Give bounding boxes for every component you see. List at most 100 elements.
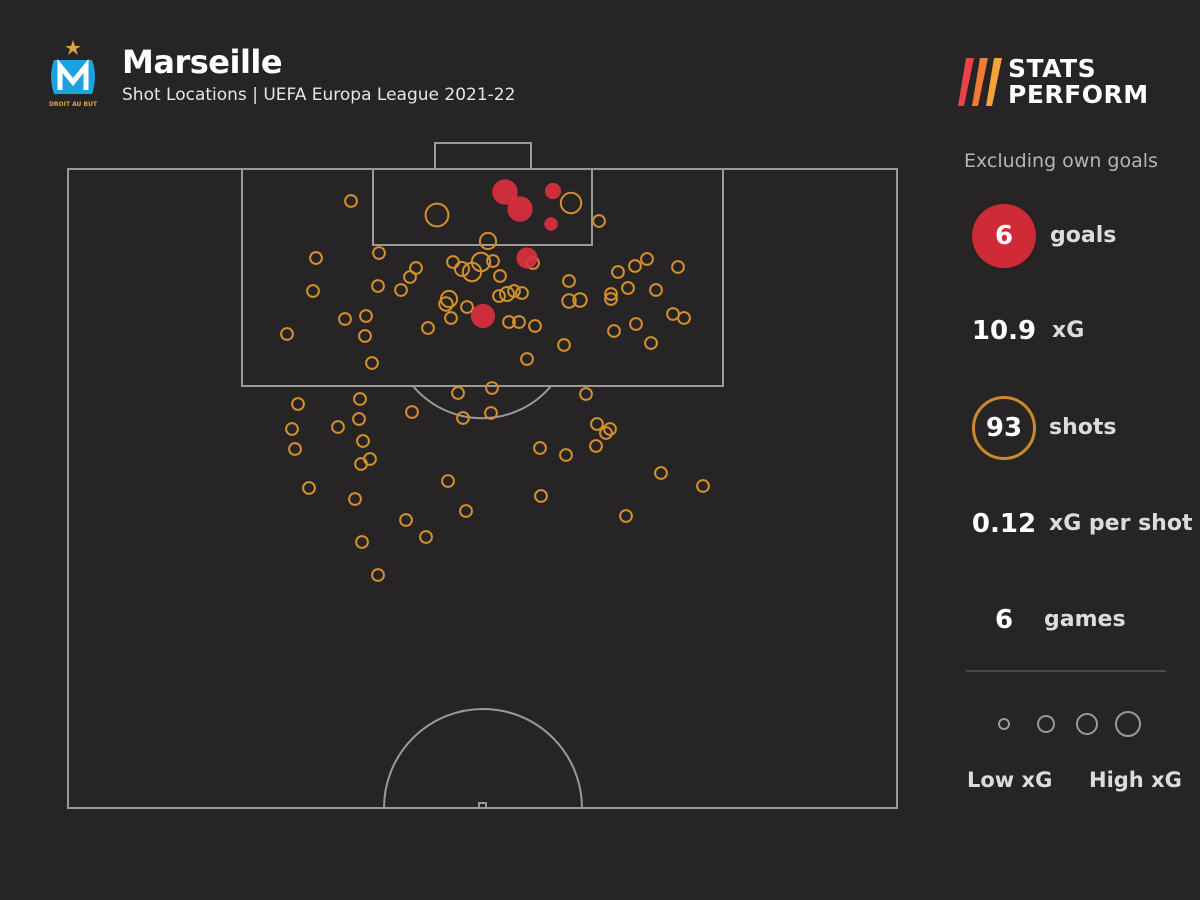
shot-marker-86 <box>696 479 710 493</box>
legend-low-label: Low xG <box>967 768 1053 792</box>
shot-marker-1 <box>559 191 583 215</box>
goals-label: goals <box>1050 223 1117 248</box>
shot-marker-84 <box>619 509 633 523</box>
goal-marker-4 <box>470 303 496 329</box>
shot-marker-83 <box>371 568 385 582</box>
six-yard-box <box>372 168 593 246</box>
penalty-box <box>241 168 724 387</box>
shot-marker-64 <box>451 386 465 400</box>
xg-per-shot-value: 0.12 <box>971 509 1037 539</box>
shot-marker-82 <box>355 535 369 549</box>
shot-marker-35 <box>365 356 379 370</box>
shot-marker-45 <box>621 281 635 295</box>
goal-marker-2 <box>544 182 562 200</box>
brand-line-2: PERFORM <box>1008 80 1149 109</box>
shot-marker-57 <box>331 420 345 434</box>
shot-marker-59 <box>356 434 370 448</box>
xg-size-legend <box>998 711 1141 737</box>
games-value: 6 <box>994 605 1014 635</box>
shot-marker-78 <box>302 481 316 495</box>
shot-marker-56 <box>352 412 366 426</box>
legend-circle-1 <box>998 718 1010 730</box>
shot-marker-27 <box>502 315 516 329</box>
pitch-chart <box>67 142 898 809</box>
goals-stat-circle: 6 <box>972 204 1036 268</box>
shot-marker-49 <box>671 260 685 274</box>
shot-marker-2 <box>344 194 358 208</box>
shot-marker-30 <box>421 321 435 335</box>
shot-marker-81 <box>419 530 433 544</box>
shot-marker-79 <box>348 492 362 506</box>
shot-marker-44 <box>611 265 625 279</box>
shot-marker-51 <box>677 311 691 325</box>
shot-marker-62 <box>363 452 377 466</box>
exclusion-note: Excluding own goals <box>964 150 1158 172</box>
shot-marker-74 <box>533 441 547 455</box>
shots-layer <box>280 191 710 582</box>
shots-label: shots <box>1049 415 1117 440</box>
shot-marker-7 <box>454 261 470 277</box>
shot-marker-41 <box>562 274 576 288</box>
games-label: games <box>1044 607 1126 632</box>
shot-marker-72 <box>589 439 603 453</box>
shot-marker-11 <box>493 269 507 283</box>
shot-marker-8 <box>446 255 460 269</box>
shot-marker-18 <box>394 283 408 297</box>
shot-marker-42 <box>604 287 618 301</box>
pitch-outline <box>67 168 898 809</box>
shot-marker-52 <box>629 317 643 331</box>
shot-marker-21 <box>499 286 515 302</box>
xg-value: 10.9 <box>971 316 1037 346</box>
shot-marker-22 <box>507 284 521 298</box>
badge-motto: DROIT AU BUT <box>49 101 98 108</box>
shot-marker-28 <box>512 315 526 329</box>
shot-marker-31 <box>338 312 352 326</box>
shot-marker-29 <box>528 319 542 333</box>
shot-marker-55 <box>353 392 367 406</box>
shot-marker-46 <box>628 259 642 273</box>
goal-marker-3 <box>516 247 538 269</box>
shot-marker-54 <box>291 397 305 411</box>
pitch-lines <box>67 142 898 809</box>
goals-layer <box>470 179 562 329</box>
shot-marker-24 <box>492 289 506 303</box>
shot-marker-0 <box>424 202 450 228</box>
brand-line-1: STATS <box>1008 54 1097 83</box>
shot-marker-38 <box>607 324 621 338</box>
penalty-arc <box>412 385 552 420</box>
shot-marker-3 <box>592 214 606 228</box>
shot-marker-75 <box>441 474 455 488</box>
shot-marker-25 <box>444 311 458 325</box>
shot-marker-73 <box>559 448 573 462</box>
goal-marker-5 <box>544 217 558 231</box>
shot-marker-76 <box>459 504 473 518</box>
shot-marker-47 <box>640 252 654 266</box>
goals-value: 6 <box>994 221 1014 251</box>
shot-marker-33 <box>358 329 372 343</box>
legend-circle-3 <box>1076 713 1098 735</box>
shot-marker-26 <box>460 300 474 314</box>
sidebar-divider <box>966 670 1166 672</box>
shot-marker-85 <box>654 466 668 480</box>
goal-marker-0 <box>492 179 518 205</box>
legend-high-label: High xG <box>1089 768 1182 792</box>
shot-marker-23 <box>515 286 529 300</box>
shots-stat-circle: 93 <box>972 396 1036 460</box>
shot-marker-68 <box>579 387 593 401</box>
shot-marker-34 <box>280 327 294 341</box>
shot-marker-16 <box>306 284 320 298</box>
shot-marker-80 <box>399 513 413 527</box>
shot-marker-14 <box>372 246 386 260</box>
shot-marker-6 <box>461 261 483 283</box>
brand-mark-icon <box>958 58 1002 106</box>
shot-marker-70 <box>599 426 613 440</box>
shot-marker-60 <box>288 442 302 456</box>
shot-marker-53 <box>644 336 658 350</box>
shot-marker-71 <box>603 422 617 436</box>
page-title: Marseille <box>122 43 283 81</box>
shot-marker-37 <box>557 338 571 352</box>
brand-logo: STATS PERFORM <box>958 54 1168 110</box>
shot-marker-58 <box>285 422 299 436</box>
shot-marker-43 <box>604 292 618 306</box>
shot-marker-48 <box>649 283 663 297</box>
